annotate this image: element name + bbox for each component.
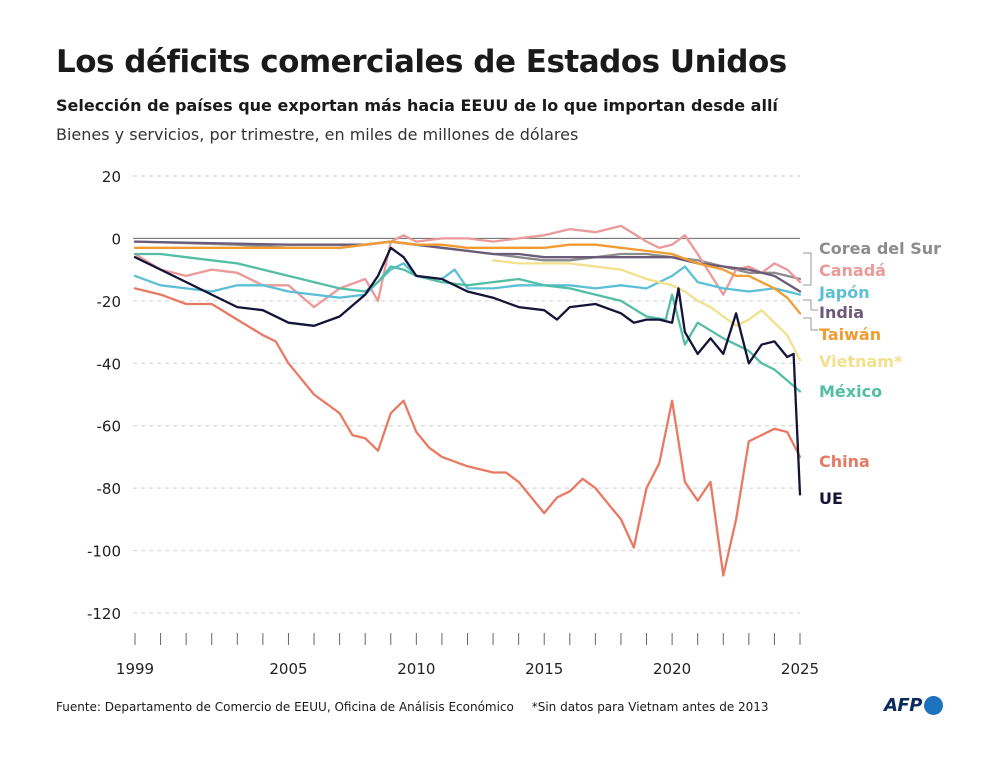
x-tick-label: 2025 xyxy=(781,660,819,678)
end-label-ue: UE xyxy=(819,489,843,508)
y-tick-label: -80 xyxy=(97,480,122,498)
page-title: Los déficits comerciales de Estados Unid… xyxy=(56,44,787,80)
y-tick-label: -120 xyxy=(87,605,121,623)
afp-logo: AFP xyxy=(884,695,943,716)
label-leader-line xyxy=(803,317,818,331)
chart-lines xyxy=(133,224,802,577)
series-line-india xyxy=(133,240,802,293)
y-tick-label: 20 xyxy=(102,168,121,186)
y-tick-label: -40 xyxy=(97,355,122,373)
page-subtitle: Selección de países que exportan más hac… xyxy=(56,96,778,115)
source-note: Fuente: Departamento de Comercio de EEUU… xyxy=(56,700,514,714)
end-label-canad-: Canadá xyxy=(819,261,886,280)
x-tick-label: 2020 xyxy=(653,660,691,678)
y-tick-label: -100 xyxy=(87,543,121,561)
y-tick-label: 0 xyxy=(111,230,121,248)
end-label-india: India xyxy=(819,303,864,322)
label-leader-line xyxy=(803,299,818,311)
label-leader-line xyxy=(803,252,812,286)
series-line-ue xyxy=(133,246,802,496)
x-tick-label: 2010 xyxy=(397,660,435,678)
page-subtitle-units: Bienes y servicios, por trimestre, en mi… xyxy=(56,125,579,144)
series-line-taiw-n xyxy=(133,240,802,315)
x-tick-label: 2015 xyxy=(525,660,563,678)
end-label-taiw-n: Taiwán xyxy=(819,325,881,344)
series-line-m-xico xyxy=(133,252,802,393)
series-line-vietnam- xyxy=(491,259,802,362)
vietnam-note: *Sin datos para Vietnam antes de 2013 xyxy=(531,700,769,714)
afp-logo-dot-icon xyxy=(923,696,943,715)
afp-logo-text: AFP xyxy=(884,695,922,716)
series-line-jap-n xyxy=(133,262,802,299)
y-tick-label: -60 xyxy=(97,418,122,436)
end-label-m-xico: México xyxy=(819,382,882,401)
y-tick-label: -20 xyxy=(97,293,122,311)
end-label-corea-del-sur: Corea del Sur xyxy=(819,239,941,258)
x-tick-label: 1999 xyxy=(116,660,154,678)
footer: Fuente: Departamento de Comercio de EEUU… xyxy=(56,700,769,714)
end-label-vietnam-: Vietnam* xyxy=(819,352,903,371)
x-tick-label: 2005 xyxy=(269,660,307,678)
series-line-china xyxy=(133,287,802,577)
end-label-china: China xyxy=(819,452,870,471)
series-line-canad- xyxy=(133,224,802,309)
chart-grid: 20 0 -20 -40 -60 -80 -100 -120 1999 2005 2010 2015 2… xyxy=(87,168,819,678)
end-label-jap-n: Japón xyxy=(818,283,870,302)
